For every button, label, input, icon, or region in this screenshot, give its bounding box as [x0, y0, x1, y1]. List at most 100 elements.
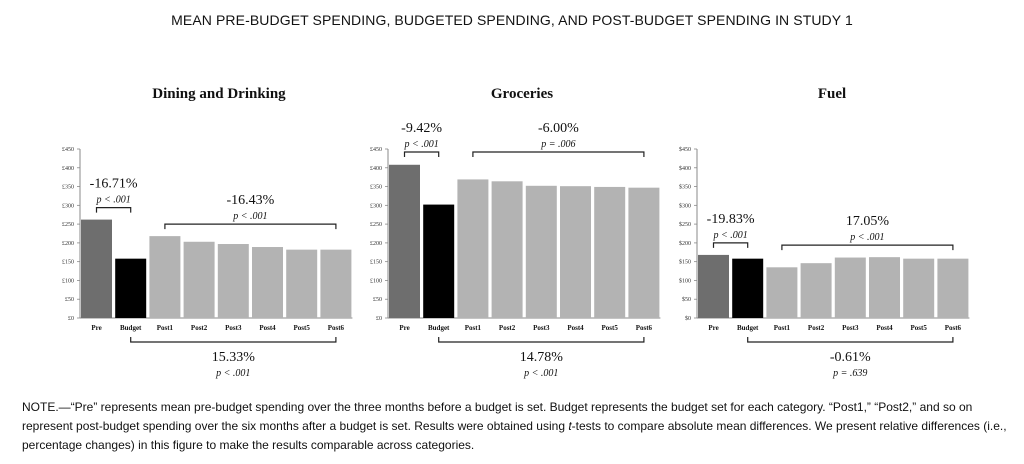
chart2-bar-post1: [457, 179, 489, 318]
chart3-bar-post2: [800, 263, 832, 318]
chart2-y-tick-label: £150: [370, 260, 382, 266]
chart2-x-tick-label: Post4: [567, 324, 584, 332]
chart1-pct-label: -16.43%: [226, 193, 274, 208]
chart1-x-tick-label: Post5: [294, 324, 311, 332]
chart3-y-tick-label: $400: [679, 165, 691, 172]
chart1-p-label: p < .001: [95, 195, 130, 206]
note-text-2: -tests to compare absolute mean differen…: [22, 419, 1007, 452]
figure-title: MEAN PRE-BUDGET SPENDING, BUDGETED SPEND…: [171, 12, 853, 28]
chart3-bar-post5: [903, 258, 935, 318]
chart2-pct-label: -6.00%: [538, 121, 579, 136]
chart2-bracket-3: [438, 337, 645, 343]
chart1-bar-post5: [286, 249, 318, 318]
chart2-y-tick-label: £350: [370, 185, 382, 191]
chart1-x-tick-label: Post3: [225, 324, 242, 332]
chart1-pct-label: -16.71%: [90, 177, 138, 192]
chart3-y-tick-label: $150: [679, 259, 691, 266]
chart1-bracket-1: [95, 207, 132, 213]
chart2-y-tick-label: £50: [373, 297, 382, 303]
chart1-x-tick-label: Post2: [191, 324, 208, 332]
chart3-bar-post6: [937, 258, 969, 318]
chart3-y-tick-label: $250: [679, 221, 691, 228]
chart3-x-tick-label: Post6: [945, 324, 962, 332]
chart1-x-tick-label: Post1: [157, 324, 174, 332]
chart3-y-tick-label: $100: [679, 277, 691, 284]
chart3-bracket-2: [781, 244, 954, 251]
chart1-y-tick-label: £250: [62, 222, 74, 228]
chart3-x-tick-label: Post2: [808, 324, 825, 332]
chart2-x-tick-label: Post2: [499, 324, 516, 332]
chart2-p-label: p = .006: [540, 139, 575, 150]
chart2-y-tick-label: £200: [370, 241, 382, 247]
chart3-x-tick-label: Post5: [911, 324, 928, 332]
chart2-x-tick-label: Budget: [428, 324, 450, 332]
chart3-x-tick-label: Post1: [774, 324, 791, 332]
chart2-x-tick-label: Post6: [636, 324, 653, 332]
chart3-pct-label: -0.61%: [830, 350, 871, 365]
chart2-bar-post5: [594, 186, 626, 318]
chart1-bar-post6: [320, 249, 352, 318]
chart1-bracket-2: [164, 223, 337, 230]
note-italic-t: t: [568, 419, 572, 433]
chart1-bar-pre: [81, 219, 112, 318]
chart3-bracket-3: [747, 337, 954, 343]
chart1-x-tick-label: Post6: [328, 324, 345, 332]
chart3-title: Fuel: [818, 86, 846, 102]
chart3-bar-post1: [766, 267, 798, 318]
chart2-y-tick-label: £250: [370, 222, 382, 228]
chart3-pct-label: -19.83%: [707, 212, 755, 227]
chart3-bracket-1: [712, 242, 749, 248]
chart3-y-tick-label: $0: [685, 315, 691, 322]
chart3-y-tick-label: $300: [679, 202, 691, 209]
chart2-bar-post4: [560, 186, 591, 318]
chart3-bar-post3: [834, 257, 866, 318]
chart3-y-tick-label: $200: [679, 240, 691, 247]
chart2-y-tick-label: £400: [370, 166, 382, 172]
chart3-y-tick-label: $50: [682, 296, 691, 303]
chart1-p-label: p < .001: [215, 368, 250, 379]
chart2-bracket-2: [472, 151, 645, 157]
chart3-y-tick-label: $450: [679, 146, 691, 153]
chart2-x-tick-label: Post5: [602, 324, 619, 332]
chart2-bar-post6: [628, 187, 660, 318]
chart2-y-tick-label: £450: [370, 147, 382, 153]
chart2-pct-label: 14.78%: [520, 350, 564, 365]
chart3-p-label: p < .001: [849, 232, 884, 243]
chart1-y-tick-label: £100: [62, 278, 74, 284]
chart1-title: Dining and Drinking: [152, 86, 286, 102]
chart1-bar-post1: [149, 236, 181, 318]
chart3-y-tick-label: $350: [679, 184, 691, 191]
chart2-bar-post3: [525, 185, 557, 318]
figure-note: NOTE.—“Pre” represents mean pre-budget s…: [22, 398, 1012, 455]
chart2-p-label: p < .001: [403, 139, 438, 150]
chart3-bar-budget: [732, 258, 764, 318]
chart2-y-tick-label: £0: [376, 316, 382, 322]
chart3-pct-label: 17.05%: [846, 214, 890, 229]
chart2-y-tick-label: £300: [370, 203, 382, 209]
chart2-y-tick-label: £100: [370, 278, 382, 284]
chart3-bar-post4: [869, 257, 900, 318]
chart3-p-label: p < .001: [712, 230, 747, 241]
chart2-bar-post2: [491, 181, 523, 318]
chart1-x-tick-label: Budget: [120, 324, 142, 332]
chart1-y-tick-label: £50: [65, 297, 74, 303]
chart3-x-tick-label: Post3: [842, 324, 859, 332]
chart1-bar-post2: [183, 241, 215, 318]
chart1-y-tick-label: £0: [68, 316, 74, 322]
chart2-p-label: p < .001: [523, 368, 558, 379]
chart1-pct-label: 15.33%: [212, 350, 256, 365]
chart2-bracket-1: [403, 151, 440, 157]
chart1-p-label: p < .001: [232, 211, 267, 222]
chart1-x-tick-label: Pre: [91, 324, 101, 332]
chart1-y-tick-label: £200: [62, 241, 74, 247]
chart1-y-tick-label: £300: [62, 203, 74, 209]
chart2-bar-pre: [389, 164, 420, 318]
chart1-y-tick-label: £150: [62, 260, 74, 266]
chart1-bar-budget: [115, 258, 147, 318]
chart1-bar-post4: [252, 247, 283, 318]
chart2-x-tick-label: Post1: [465, 324, 482, 332]
chart3-bar-pre: [698, 254, 729, 318]
chart1-x-tick-label: Post4: [259, 324, 276, 332]
chart1-bar-post3: [217, 244, 249, 318]
note-text-1: NOTE.—“Pre” represents mean pre-budget s…: [22, 400, 973, 433]
